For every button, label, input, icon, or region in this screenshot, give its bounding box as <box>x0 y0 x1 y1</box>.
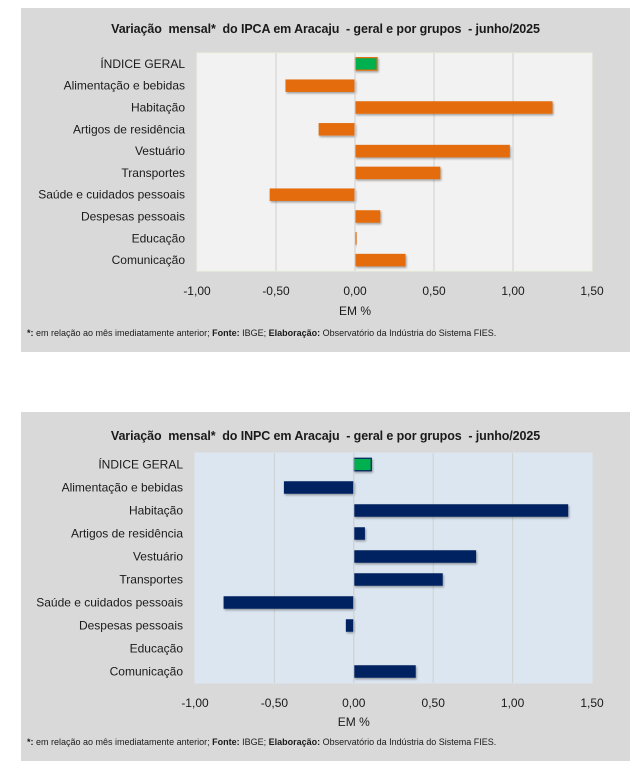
plot-area <box>196 52 593 272</box>
chart-title: Variação mensal* do IPCA em Aracaju - ge… <box>111 22 540 36</box>
x-tick-label: 1,50 <box>580 696 604 710</box>
category-label: Alimentação e bebidas <box>62 481 183 495</box>
x-tick-label: 0,50 <box>422 696 446 710</box>
category-label: Comunicação <box>112 253 186 267</box>
inpc-chart-panel: Variação mensal* do INPC em Aracaju - ge… <box>21 412 630 761</box>
x-tick-label: 0,00 <box>343 284 367 298</box>
ipca-chart-panel: Variação mensal* do IPCA em Aracaju - ge… <box>21 8 630 352</box>
footnote-source-text: IBGE; <box>239 737 269 747</box>
inpc-bar-chart: ÍNDICE GERAL Alimentação e bebidas Habitaç… <box>36 452 604 729</box>
footnote: *: em relação ao mês imediatamente anter… <box>27 737 496 747</box>
category-label: Artigos de residência <box>73 122 185 136</box>
footnote: *: em relação ao mês imediatamente anter… <box>27 328 496 338</box>
bar-indice-geral <box>354 57 378 71</box>
category-label: Educação <box>130 642 184 656</box>
footnote-source-label: Fonte: <box>212 737 240 747</box>
footnote-elaboration-text: Observatório da Indústria do Sistema FIE… <box>320 737 497 747</box>
bar-habitacao <box>353 504 569 517</box>
x-tick-label: 1,00 <box>501 284 525 298</box>
bar-saude-e-cuidados-pessoais <box>223 596 354 609</box>
x-tick-label: 0,50 <box>422 284 446 298</box>
x-axis-title: EM % <box>339 304 371 318</box>
bar-vestuario <box>353 550 477 563</box>
category-label: Vestuário <box>133 550 183 564</box>
x-tick-label: -0,50 <box>262 284 290 298</box>
bar-comunicacao <box>355 253 406 267</box>
bar-artigos-de-residencia <box>318 123 355 136</box>
footnote-star-label: *: <box>27 328 34 338</box>
x-tick-label: -0,50 <box>261 696 289 710</box>
category-label: Habitação <box>129 504 183 518</box>
bar-despesas-pessoais <box>345 619 354 632</box>
category-label: Comunicação <box>110 665 184 679</box>
bar-despesas-pessoais <box>355 210 381 223</box>
footnote-elaboration-text: Observatório da Indústria do Sistema FIE… <box>320 328 497 338</box>
x-tick-label: 1,50 <box>580 284 604 298</box>
x-tick-label: -1,00 <box>181 696 209 710</box>
bar-transportes <box>353 573 443 586</box>
category-label: Saúde e cuidados pessoais <box>36 596 183 610</box>
category-label: ÍNDICE GERAL <box>98 457 183 472</box>
category-label: Alimentação e bebidas <box>64 79 185 93</box>
bar-vestuario <box>355 144 510 158</box>
x-axis-title: EM % <box>338 715 370 729</box>
x-tick-label: 1,00 <box>501 696 525 710</box>
ipca-bar-chart: ÍNDICE GERAL Alimentação e bebidas Habitaç… <box>38 52 604 318</box>
bar-transportes <box>355 166 441 180</box>
category-label: Habitação <box>131 101 185 115</box>
category-label: Despesas pessoais <box>81 210 185 224</box>
bar-alimentacao-e-bebidas <box>285 79 355 92</box>
bar-educacao <box>355 232 357 245</box>
bar-saude-e-cuidados-pessoais <box>269 188 355 201</box>
category-label: Transportes <box>121 166 185 180</box>
plot-area <box>194 452 593 684</box>
category-label: Saúde e cuidados pessoais <box>38 188 185 202</box>
footnote-elaboration-label: Elaboração: <box>268 737 321 747</box>
category-label: Despesas pessoais <box>79 619 183 633</box>
category-label: Vestuário <box>135 144 185 158</box>
footnote-star-label: *: <box>27 737 34 747</box>
footnote-star-text: em relação ao mês imediatamente anterior… <box>33 328 213 338</box>
category-label: Artigos de residência <box>71 527 183 541</box>
footnote-elaboration-label: Elaboração: <box>268 328 321 338</box>
bar-artigos-de-residencia <box>353 527 365 540</box>
footnote-star-text: em relação ao mês imediatamente anterior… <box>33 737 213 747</box>
category-label: ÍNDICE GERAL <box>100 56 185 71</box>
category-label: Transportes <box>119 573 183 587</box>
footnote-source-text: IBGE; <box>239 328 269 338</box>
bar-indice-geral <box>353 457 372 472</box>
chart-title: Variação mensal* do INPC em Aracaju - ge… <box>110 429 541 443</box>
bar-habitacao <box>355 101 553 114</box>
x-tick-label: -1,00 <box>183 284 211 298</box>
footnote-source-label: Fonte: <box>212 328 240 338</box>
x-tick-label: 0,00 <box>342 696 366 710</box>
bar-comunicacao <box>353 665 416 678</box>
bar-alimentacao-e-bebidas <box>283 481 354 494</box>
category-label: Educação <box>132 231 186 245</box>
